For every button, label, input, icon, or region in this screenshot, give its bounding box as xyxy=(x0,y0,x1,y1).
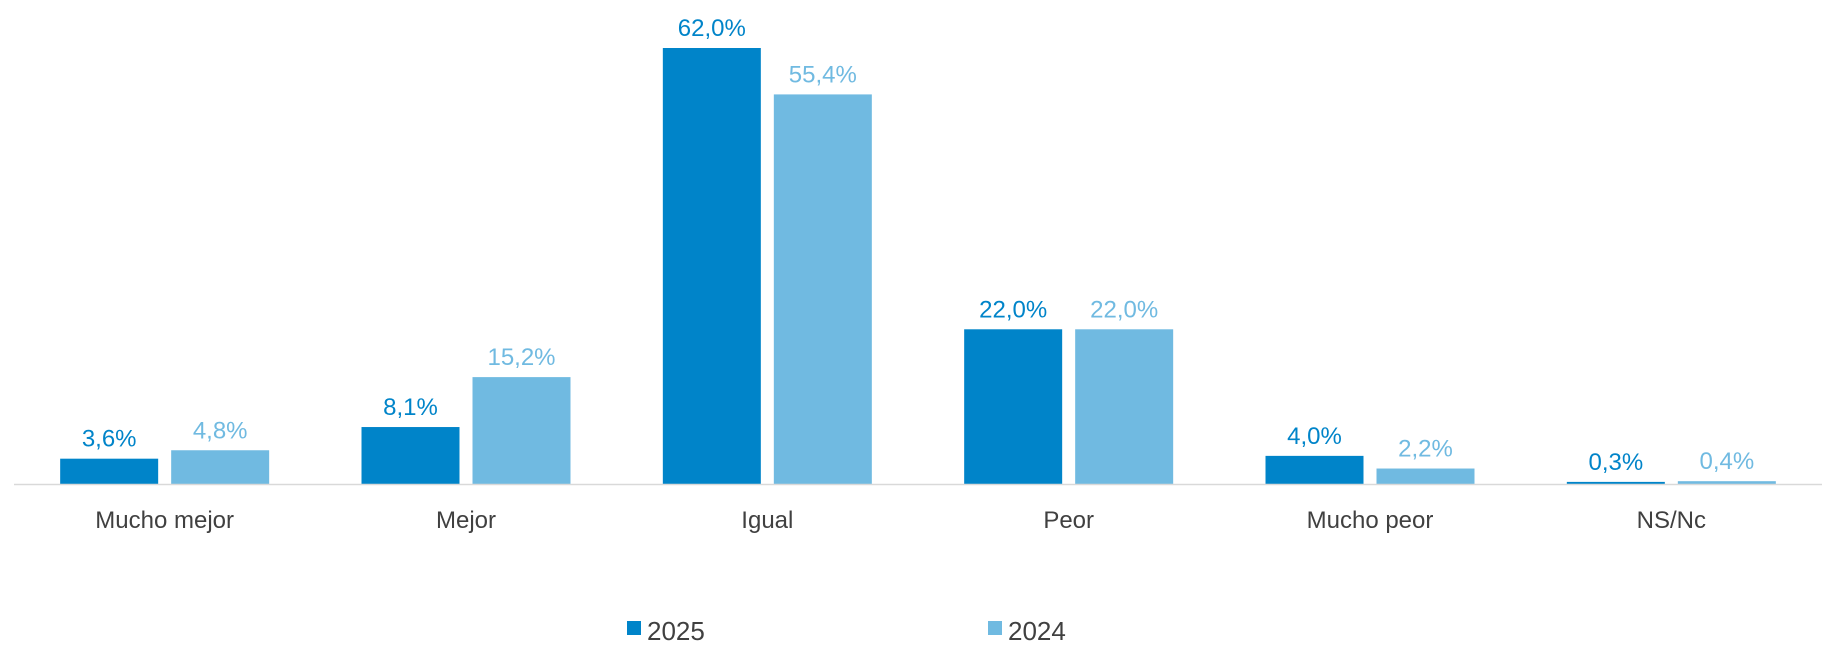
category-label-3: Peor xyxy=(1043,507,1094,534)
value-label-2024-3: 22,0% xyxy=(1090,296,1158,323)
value-label-2025-4: 4,0% xyxy=(1287,423,1342,450)
value-label-2024-1: 15,2% xyxy=(487,344,555,371)
value-label-2025-2: 62,0% xyxy=(678,15,746,42)
bar-2024-2 xyxy=(773,94,872,484)
category-label-0: Mucho mejor xyxy=(95,507,234,534)
bar-2024-3 xyxy=(1075,329,1174,484)
bar-2025-2 xyxy=(662,48,761,484)
bar-2025-5 xyxy=(1566,481,1665,484)
bar-2025-3 xyxy=(964,329,1063,484)
bar-2025-0 xyxy=(60,458,159,484)
legend: 2025 2024 xyxy=(627,616,1066,646)
value-label-2024-2: 55,4% xyxy=(789,61,857,88)
category-label-2: Igual xyxy=(741,507,793,534)
category-label-5: NS/Nc xyxy=(1637,507,1706,534)
bar-2024-1 xyxy=(472,377,571,484)
value-label-2024-5: 0,4% xyxy=(1699,448,1754,475)
value-label-2024-0: 4,8% xyxy=(193,417,248,444)
bar-2024-4 xyxy=(1376,468,1475,484)
bar-2024-5 xyxy=(1677,481,1776,484)
value-label-2025-5: 0,3% xyxy=(1588,449,1643,476)
legend-swatch-2025 xyxy=(627,621,641,635)
value-label-2025-0: 3,6% xyxy=(82,426,137,453)
value-label-2024-4: 2,2% xyxy=(1398,436,1453,463)
value-label-2025-3: 22,0% xyxy=(979,296,1047,323)
bar-2025-1 xyxy=(361,427,460,484)
bars-layer xyxy=(60,48,1776,484)
category-labels-layer: Mucho mejor Mejor Igual Peor Mucho peor NS/Nc xyxy=(95,507,1706,534)
value-labels-layer: 3,6% 4,8% 8,1% 15,2% 62,0% 55,4% 22,0% 22,0% 4,0… xyxy=(82,15,1754,476)
legend-label-2025: 2025 xyxy=(647,616,705,645)
category-label-1: Mejor xyxy=(436,507,496,534)
legend-label-2024: 2024 xyxy=(1008,616,1066,645)
bar-2025-4 xyxy=(1265,455,1364,484)
bar-2024-0 xyxy=(171,450,270,484)
category-label-4: Mucho peor xyxy=(1307,507,1434,534)
legend-swatch-2024 xyxy=(988,621,1002,635)
value-label-2025-1: 8,1% xyxy=(383,394,438,421)
